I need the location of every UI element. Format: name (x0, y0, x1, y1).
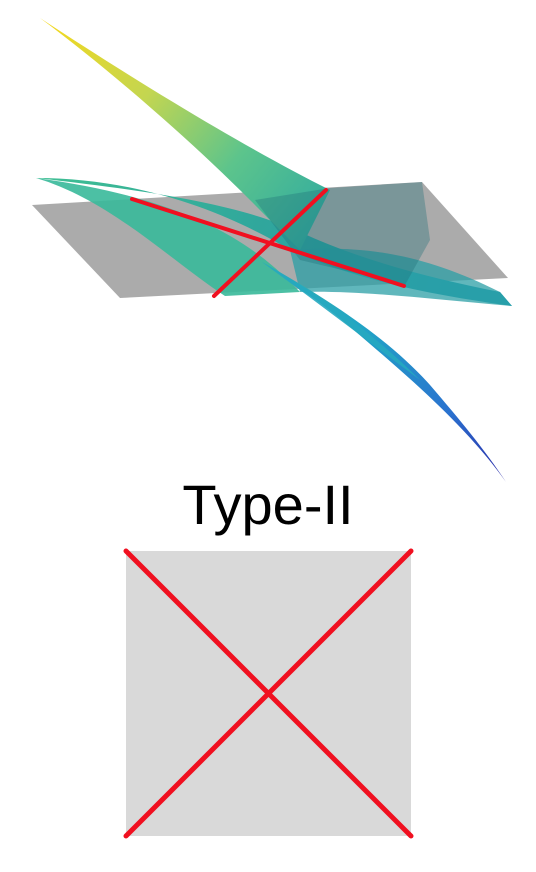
surface-shadow-region (255, 182, 430, 285)
surface-right-wing-body (290, 248, 512, 306)
crossing-schematic (123, 548, 414, 839)
type-label: Type-II (182, 473, 354, 536)
surface-upper-sheet (40, 18, 330, 250)
surface-cross-wing-body (36, 178, 300, 296)
saddle-surface-illustration (32, 18, 512, 482)
crossing-line-short (212, 188, 328, 298)
schematic-diagonal-2 (123, 548, 414, 839)
